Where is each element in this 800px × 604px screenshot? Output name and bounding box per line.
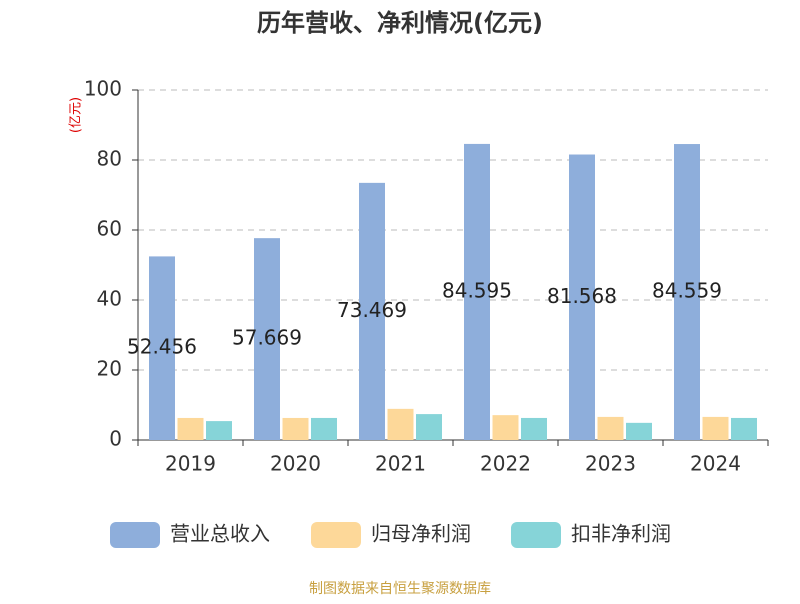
x-tick-label: 2024 [690,452,741,476]
value-label: 81.568 [547,284,617,308]
bar [387,408,414,440]
bar [206,421,232,440]
y-tick-label: 40 [97,287,122,311]
legend-swatch [511,522,561,548]
bar [311,417,337,440]
x-tick-label: 2019 [165,452,216,476]
bar [464,143,490,441]
bar [569,154,595,440]
value-label: 73.469 [337,298,407,322]
bar [254,238,280,440]
value-label: 52.456 [127,335,197,359]
x-tick-label: 2022 [480,452,531,476]
y-tick-label: 100 [84,77,122,101]
bar [521,417,547,440]
legend-swatch [110,522,160,548]
value-label: 84.595 [442,278,512,302]
legend-label: 扣非净利润 [571,522,671,546]
bar [674,144,700,440]
bar [626,422,652,440]
source-note: 制图数据来自恒生聚源数据库 [309,581,491,597]
y-tick-label: 0 [109,427,122,451]
bar [359,182,385,440]
bar [282,417,309,440]
bar [702,416,729,440]
legend-label: 归母净利润 [371,522,471,546]
x-tick-label: 2021 [375,452,426,476]
bar [731,417,757,440]
y-unit: (亿元) [69,97,84,133]
y-tick-label: 60 [97,217,122,241]
bar [149,256,175,440]
chart-title: 历年营收、净利情况(亿元) [257,9,543,37]
bar [416,414,442,440]
x-tick-label: 2023 [585,452,636,476]
x-tick-label: 2020 [270,452,321,476]
legend-swatch [311,522,361,548]
bar [492,415,519,440]
value-label: 57.669 [232,326,302,350]
y-tick-label: 20 [97,357,122,381]
legend-label: 营业总收入 [170,522,270,546]
value-label: 84.559 [652,279,722,303]
y-tick-label: 80 [97,147,122,171]
bar [597,416,624,440]
bar [177,417,204,440]
